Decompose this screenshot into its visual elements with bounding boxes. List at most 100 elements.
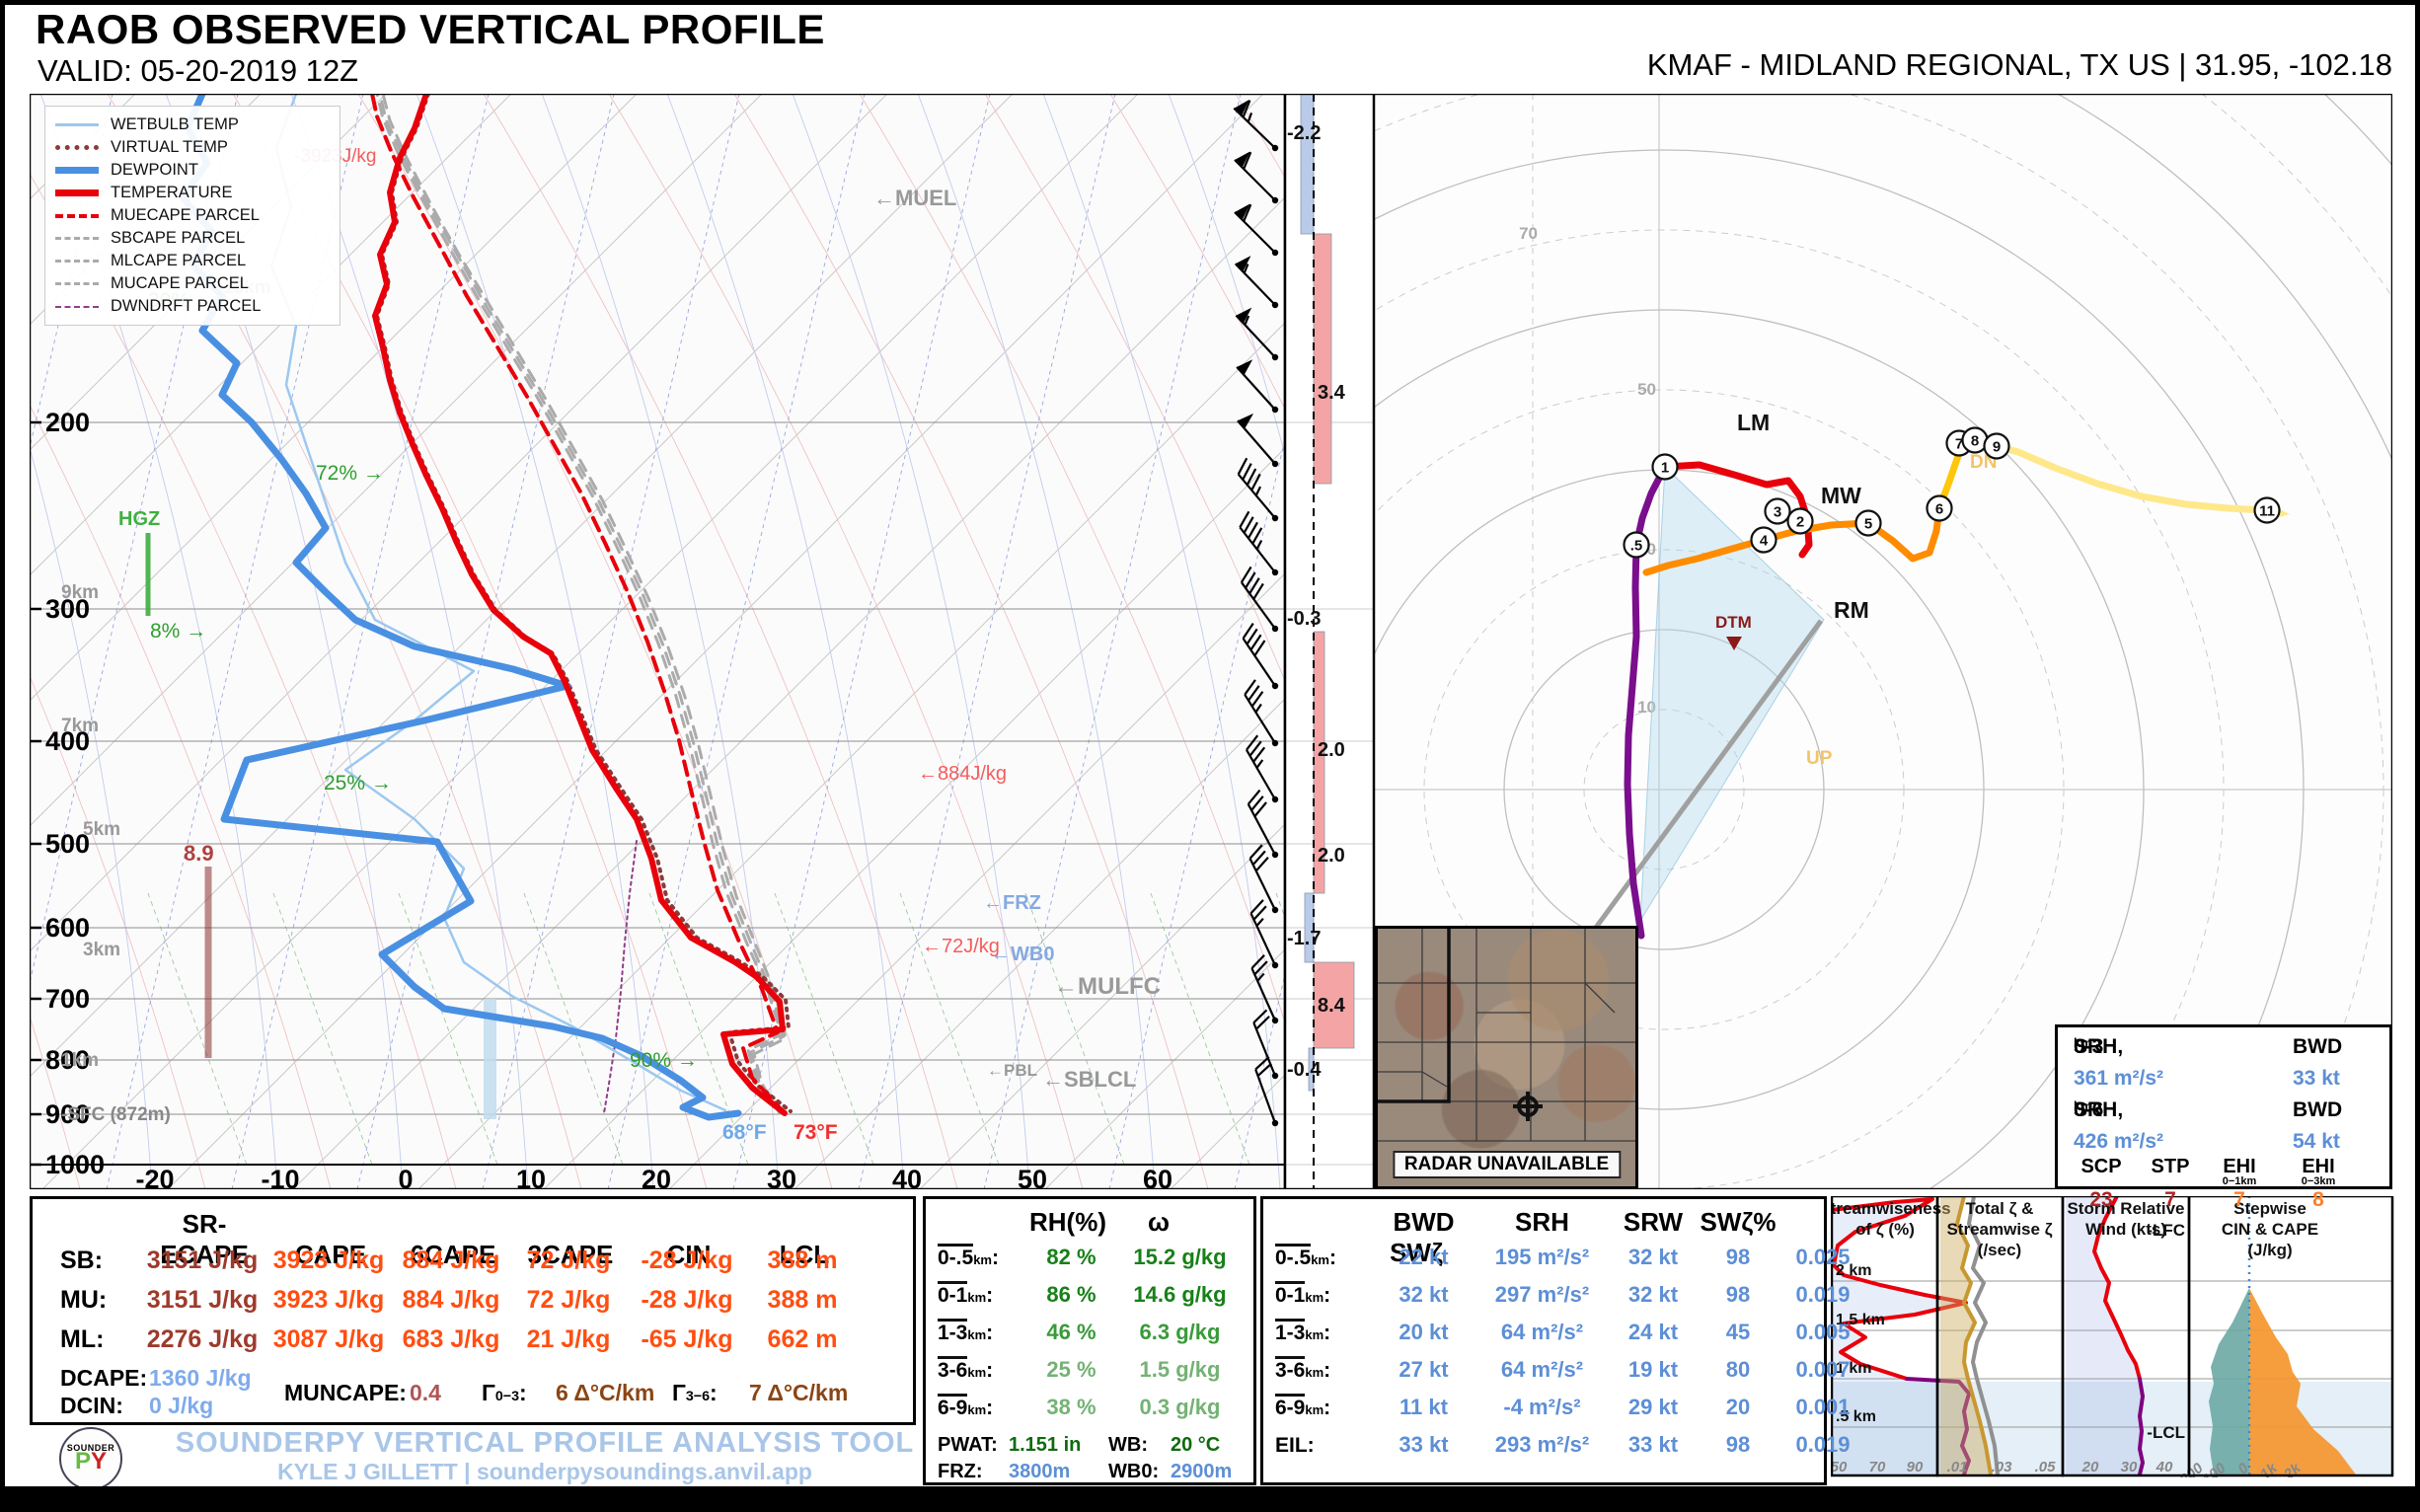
kinematics-table-panel: BWD SRH SRW SWζ% SWζ 0-.5km: 22 kt 195 m²/s² 32… xyxy=(1260,1196,1851,1485)
moisture-row: 6-9km: 38 % 0.3 g/kg xyxy=(938,1394,1221,1419)
radar-inset-map: RADAR UNAVAILABLE xyxy=(1375,926,1638,1189)
kinematics-row: 1-3km: 20 kt 64 m²/s² 24 kt 45 0.005 xyxy=(1275,1319,1851,1344)
kinematics-header: SRW xyxy=(1623,1207,1684,1237)
pressure-tick-label: 800 xyxy=(45,1045,90,1075)
branding: SOUNDER PY SOUNDERPY VERTICAL PROFILE AN… xyxy=(51,1427,920,1490)
kinematics-row: EIL: 33 kt 293 m²/s² 33 kt 98 0.019 xyxy=(1275,1432,1851,1457)
height-marker xyxy=(1786,507,1814,535)
barb-station-dot xyxy=(1271,353,1279,361)
muncape-label: MUNCAPE: xyxy=(284,1380,407,1405)
branding-line1: SOUNDERPY VERTICAL PROFILE ANALYSIS TOOL xyxy=(175,1427,915,1459)
kinematics-row: 3-6km: 27 kt 64 m²/s² 19 kt 80 0.007 xyxy=(1275,1356,1851,1382)
height-marker xyxy=(1623,531,1650,559)
omega-value-label: -0.4 xyxy=(1287,1059,1322,1081)
stepwise-cin-fill xyxy=(2209,1288,2249,1474)
barb-station-dot xyxy=(1271,906,1279,914)
wind-barb xyxy=(1234,151,1276,201)
lapse-0-3-label: Γ0−3: xyxy=(482,1380,527,1405)
barb-station-dot xyxy=(1271,460,1279,468)
legend-item: MUECAPE PARCEL xyxy=(55,204,330,227)
barb-station-dot xyxy=(1271,196,1279,204)
wind-barb xyxy=(1246,734,1276,800)
height-marker-label: 5 xyxy=(1864,516,1872,533)
srw-fill xyxy=(2066,1196,2143,1474)
legend-item: TEMPERATURE xyxy=(55,182,330,204)
barb-station-dot xyxy=(1271,682,1279,690)
pressure-tick-label: 600 xyxy=(45,913,90,943)
thermo-value: 3151 J/kg xyxy=(146,1286,259,1314)
skewt-annotation: -SFC (872m) xyxy=(61,1104,171,1125)
legend-item: WETBULB TEMP xyxy=(55,113,330,136)
ring-label: 70 xyxy=(1519,224,1538,243)
dcin-value: 0 J/kg xyxy=(149,1393,214,1418)
index-value: 7 xyxy=(2233,1188,2245,1211)
temperature-trace xyxy=(372,94,788,1116)
thermo-row: SB: 3151 J/kg 3923 J/kg 884 J/kg 72 J/kg -28 … xyxy=(60,1247,858,1275)
mini-axis-tick: 70 xyxy=(1869,1459,1886,1475)
hodograph-ring xyxy=(1374,94,2384,1189)
height-marker-label: .5 xyxy=(1630,538,1643,555)
moisture-row: 0-1km: 86 % 14.6 g/kg xyxy=(938,1281,1227,1307)
omega-value-label: 2.0 xyxy=(1318,739,1345,761)
omega-bar xyxy=(1313,233,1332,485)
barb-station-dot xyxy=(1271,568,1279,576)
wind-barb xyxy=(1248,844,1276,911)
wind-barb xyxy=(1240,566,1276,630)
thermo-value: -28 J/kg xyxy=(641,1247,733,1274)
mini-axis-tick: 30 xyxy=(2121,1459,2138,1475)
hodograph-ring xyxy=(1503,629,1825,950)
legend-label: MUECAPE PARCEL xyxy=(111,206,260,224)
height-marker xyxy=(1854,509,1882,537)
temp-tick-label: 60 xyxy=(1143,1165,1172,1189)
omega-value-label: 2.0 xyxy=(1318,845,1345,867)
barb-station-dot xyxy=(1271,625,1279,633)
barb-station-dot xyxy=(1271,1119,1279,1127)
stepwise-cape-fill xyxy=(2249,1288,2356,1474)
wb-value: 20 °C xyxy=(1171,1434,1221,1456)
wind-barb xyxy=(1252,1009,1277,1077)
wind-barb xyxy=(1235,307,1276,358)
lfc-label: -LFC xyxy=(2147,1221,2185,1240)
cwa-boundary xyxy=(1378,929,1451,1103)
kinematics-header: SRH xyxy=(1515,1207,1569,1237)
index-header: SCP xyxy=(2080,1156,2122,1177)
legend-label: DWNDRFT PARCEL xyxy=(111,297,262,315)
skewt-annotation: ←72J/kg xyxy=(922,936,1000,957)
mini-panel-title: of ζ (%) xyxy=(1855,1220,1915,1239)
hodograph-ring xyxy=(1374,149,2305,1189)
hodograph-ring xyxy=(1583,709,1745,870)
legend-swatch xyxy=(55,213,99,218)
legend-swatch xyxy=(55,189,99,196)
temp-tick-label: -10 xyxy=(261,1165,299,1189)
thermo-value: 884 J/kg xyxy=(402,1286,500,1314)
streamwiseness-upper xyxy=(1831,1197,1968,1381)
wb-label: WB: xyxy=(1108,1434,1148,1456)
legend-swatch xyxy=(55,145,99,150)
height-marker-label: 6 xyxy=(1935,501,1943,518)
thermo-table-panel: SR-ECAPE CAPE 6CAPE 3CAPE CIN LCL SB: 3151 J/k… xyxy=(30,1196,916,1425)
pressure-tick-label: 900 xyxy=(45,1099,90,1129)
skewt-annotation: 8.9 xyxy=(184,841,214,866)
wb0-label: WB0: xyxy=(1108,1461,1160,1482)
temp-tick-label: 50 xyxy=(1018,1165,1047,1189)
skewt-annotation: ←FRZ xyxy=(983,892,1041,914)
height-gridline-label: 1 km xyxy=(1836,1360,1871,1377)
height-marker xyxy=(1750,526,1777,554)
thermo-value: 662 m xyxy=(767,1325,838,1353)
skewt-annotation: ←884J/kg xyxy=(918,763,1007,785)
height-marker xyxy=(1983,432,2010,460)
dcape-value: 1360 J/kg xyxy=(149,1365,252,1391)
lapse-3-6-label: Γ3−6: xyxy=(672,1380,718,1405)
lapse-0-3-value: 6 Δ°C/km xyxy=(556,1380,655,1405)
skewt-annotation: HGZ xyxy=(118,508,160,530)
vector-label: LM xyxy=(1737,410,1770,435)
hodograph-trace xyxy=(1624,463,1669,940)
mini-profile-panels: 2 km 1.5 km 1 km .5 km 50 70 90 Streamwiseness o… xyxy=(1831,1196,2394,1477)
thermo-header: 3CAPE xyxy=(527,1240,614,1269)
station-title: KMAF - MIDLAND REGIONAL, TX US | 31.95, … xyxy=(1646,47,2392,82)
thermo-value: -65 J/kg xyxy=(641,1325,733,1353)
omega-value-label: -0.3 xyxy=(1287,608,1321,630)
hodograph-ring xyxy=(1374,309,2145,1189)
skewt-annotation: ←PBL xyxy=(987,1061,1037,1080)
